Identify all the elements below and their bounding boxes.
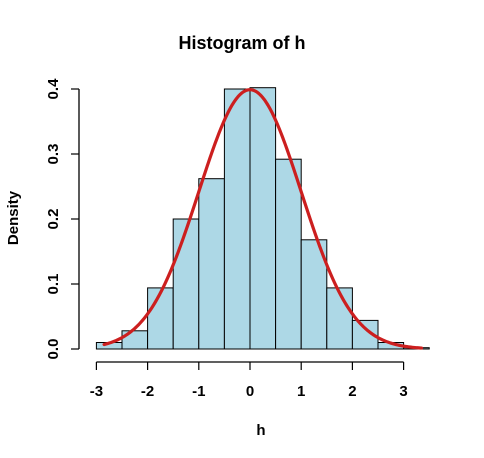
histogram-bar (275, 158, 302, 350)
axes-layer: -3 -2 -1 0 1 2 3 0.0 0.1 0.2 0.3 0.4 (45, 78, 408, 400)
y-tick-label: 0.3 (45, 144, 62, 165)
y-tick-label: 0.1 (45, 274, 62, 295)
x-tick-label: 3 (399, 383, 407, 400)
x-tick-label: -1 (192, 383, 205, 400)
histogram-bar (172, 218, 200, 350)
bars-layer (95, 87, 430, 350)
x-tick-label: -2 (141, 383, 154, 400)
x-tick-label: -3 (90, 383, 103, 400)
x-axis-label: h (256, 422, 265, 439)
histogram-bar (249, 87, 277, 350)
histogram-bar (147, 287, 174, 350)
y-tick-label: 0.4 (45, 78, 62, 100)
normal-density-curve (102, 88, 424, 350)
curve-layer (102, 88, 424, 350)
chart-title: Histogram of h (178, 33, 305, 53)
histogram-bar (198, 178, 225, 350)
y-tick-label: 0.2 (45, 209, 62, 230)
y-axis-label: Density (5, 190, 22, 245)
x-tick-label: 1 (297, 383, 305, 400)
x-tick-label: 2 (348, 383, 356, 400)
y-tick-label: 0.0 (45, 339, 62, 360)
histogram-bar (326, 287, 353, 350)
histogram-bar (223, 88, 251, 350)
x-tick-label: 0 (246, 383, 254, 400)
